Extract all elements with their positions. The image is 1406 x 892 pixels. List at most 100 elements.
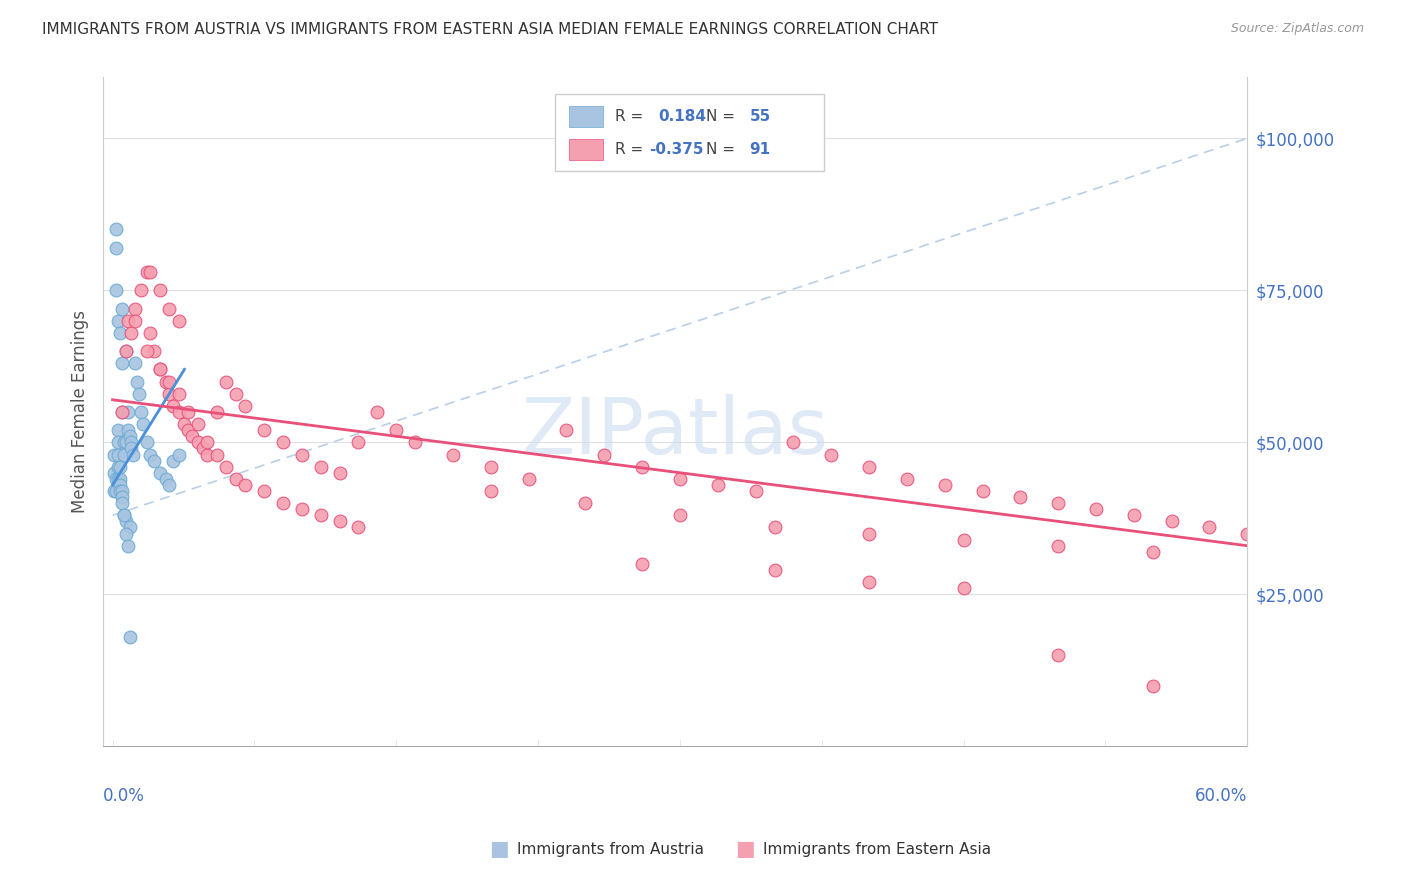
Point bbox=[111, 483, 134, 498]
Point bbox=[215, 375, 238, 389]
Point bbox=[124, 314, 146, 328]
Point bbox=[108, 459, 131, 474]
Point bbox=[117, 423, 139, 437]
Point bbox=[177, 423, 200, 437]
Point bbox=[195, 448, 218, 462]
Point bbox=[127, 375, 149, 389]
Point bbox=[291, 448, 314, 462]
Point bbox=[157, 478, 180, 492]
Point bbox=[167, 314, 190, 328]
Point bbox=[215, 459, 238, 474]
Point bbox=[631, 557, 654, 571]
Point bbox=[555, 423, 578, 437]
Point bbox=[1160, 515, 1182, 529]
Point bbox=[1085, 502, 1108, 516]
Point bbox=[155, 472, 177, 486]
Point bbox=[195, 435, 218, 450]
Point bbox=[707, 478, 730, 492]
Point bbox=[135, 344, 157, 359]
Point bbox=[441, 448, 464, 462]
Point bbox=[1122, 508, 1144, 523]
Point bbox=[121, 435, 143, 450]
Point bbox=[1142, 679, 1164, 693]
Point bbox=[155, 375, 177, 389]
Text: Immigrants from Eastern Asia: Immigrants from Eastern Asia bbox=[763, 842, 991, 856]
Point bbox=[124, 301, 146, 316]
Point bbox=[118, 520, 141, 534]
Point bbox=[114, 526, 136, 541]
Point bbox=[167, 405, 190, 419]
Point bbox=[121, 442, 143, 456]
Text: ■: ■ bbox=[489, 839, 509, 859]
Point bbox=[763, 520, 786, 534]
Point bbox=[108, 472, 131, 486]
Point bbox=[162, 453, 184, 467]
Point bbox=[479, 459, 502, 474]
Point bbox=[347, 435, 370, 450]
Point bbox=[187, 435, 209, 450]
Point bbox=[479, 483, 502, 498]
Point bbox=[291, 502, 314, 516]
Bar bbox=[569, 105, 603, 127]
Point bbox=[181, 429, 204, 443]
Point bbox=[122, 448, 145, 462]
Point bbox=[105, 241, 128, 255]
Point bbox=[135, 435, 157, 450]
Text: N =: N = bbox=[706, 142, 740, 157]
Point bbox=[253, 423, 276, 437]
Text: ■: ■ bbox=[735, 839, 755, 859]
Point bbox=[193, 442, 215, 456]
Point bbox=[111, 405, 134, 419]
Point bbox=[114, 435, 136, 450]
Point bbox=[108, 483, 131, 498]
Point bbox=[972, 483, 994, 498]
Point bbox=[118, 429, 141, 443]
Point bbox=[114, 515, 136, 529]
Point bbox=[107, 423, 129, 437]
Text: 0.0%: 0.0% bbox=[103, 787, 145, 805]
Point bbox=[593, 448, 616, 462]
Point bbox=[105, 472, 128, 486]
Point bbox=[347, 520, 370, 534]
Point bbox=[157, 301, 180, 316]
Point bbox=[117, 314, 139, 328]
Text: ZIPatlas: ZIPatlas bbox=[522, 394, 828, 470]
Point bbox=[167, 448, 190, 462]
Point bbox=[143, 344, 166, 359]
Point bbox=[105, 222, 128, 236]
Point bbox=[107, 435, 129, 450]
Point bbox=[128, 386, 150, 401]
Text: Immigrants from Austria: Immigrants from Austria bbox=[517, 842, 704, 856]
Point bbox=[1047, 496, 1070, 510]
Point bbox=[111, 301, 134, 316]
Point bbox=[404, 435, 426, 450]
Point bbox=[139, 265, 162, 279]
Point bbox=[108, 478, 131, 492]
Point bbox=[149, 362, 172, 376]
Bar bbox=[569, 139, 603, 161]
Text: R =: R = bbox=[614, 142, 648, 157]
Point bbox=[132, 417, 155, 431]
Point bbox=[117, 539, 139, 553]
Point bbox=[111, 356, 134, 370]
Point bbox=[111, 405, 134, 419]
Point bbox=[129, 405, 152, 419]
Point bbox=[952, 533, 974, 547]
Point bbox=[366, 405, 388, 419]
Point bbox=[107, 472, 129, 486]
Point bbox=[1047, 648, 1070, 663]
Point bbox=[205, 405, 228, 419]
Point bbox=[271, 435, 294, 450]
Point bbox=[107, 314, 129, 328]
Point bbox=[896, 472, 918, 486]
Point bbox=[129, 283, 152, 297]
Point bbox=[233, 478, 256, 492]
Text: -0.375: -0.375 bbox=[650, 142, 703, 157]
Point bbox=[149, 362, 172, 376]
Point bbox=[574, 496, 596, 510]
Point bbox=[157, 375, 180, 389]
Point bbox=[139, 448, 162, 462]
Point bbox=[105, 483, 128, 498]
Point bbox=[105, 283, 128, 297]
Text: N =: N = bbox=[706, 109, 740, 124]
